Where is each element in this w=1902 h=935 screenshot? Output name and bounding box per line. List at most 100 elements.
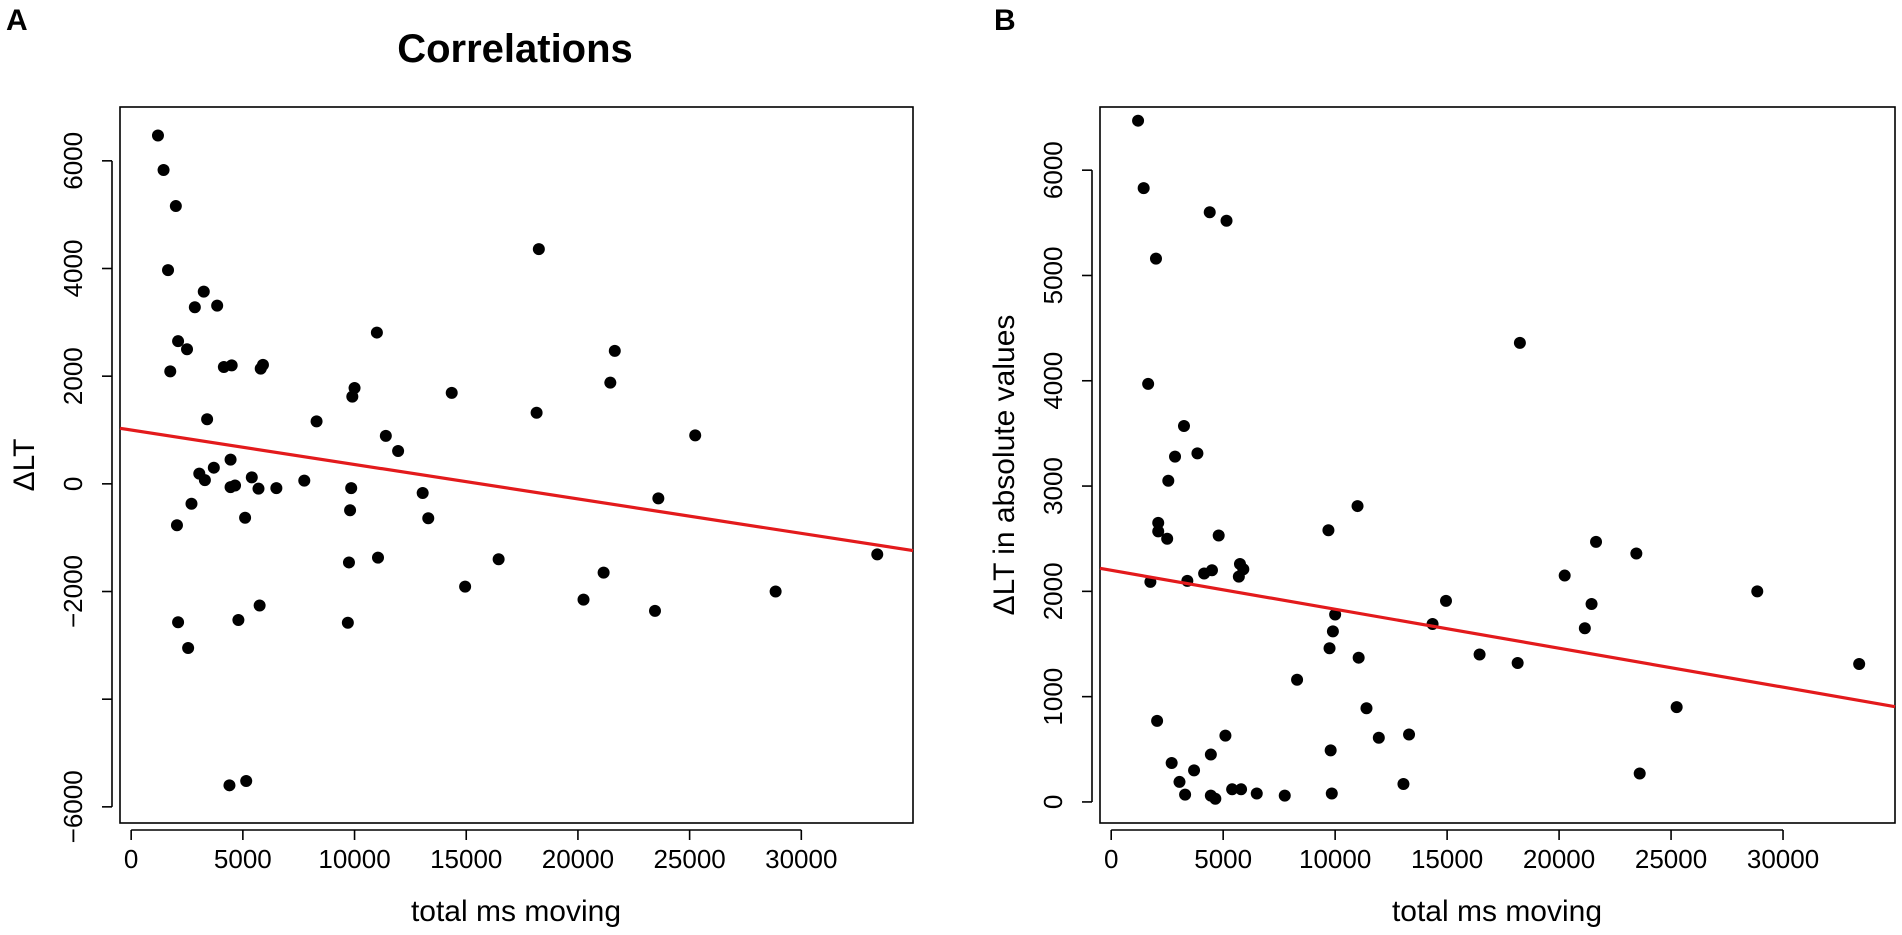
data-point (445, 386, 458, 399)
x-tick-label: 30000 (1747, 844, 1819, 874)
data-point (344, 504, 357, 517)
data-point (1220, 214, 1233, 227)
x-tick-label: 25000 (653, 844, 725, 874)
data-point (1278, 789, 1291, 802)
data-point (172, 335, 185, 348)
data-point (201, 413, 214, 426)
y-axis-a: −6000 −2000 0 2000 4000 6000 (58, 132, 113, 843)
data-point (310, 415, 323, 428)
data-point (1585, 597, 1598, 610)
data-point (1352, 651, 1365, 664)
data-point (1630, 547, 1643, 560)
data-point (769, 585, 782, 598)
y-tick-label: 4000 (58, 240, 88, 298)
x-tick-label: 30000 (765, 844, 837, 874)
data-point (1169, 450, 1182, 463)
y-tick-label: 1000 (1038, 668, 1068, 726)
data-point (1226, 783, 1239, 796)
data-point (1132, 114, 1145, 127)
panel-b-letter: B (994, 4, 1016, 37)
data-point (1188, 764, 1201, 777)
points-a (151, 129, 884, 792)
data-point (1513, 336, 1526, 349)
data-point (577, 593, 590, 606)
data-point (597, 566, 610, 579)
data-point (1151, 714, 1164, 727)
data-point (416, 486, 429, 499)
data-point (1322, 524, 1335, 537)
data-point (1152, 525, 1165, 538)
data-point (1558, 569, 1571, 582)
data-point (1173, 775, 1186, 788)
data-point (223, 779, 236, 792)
plot-frame-a (119, 106, 914, 824)
y-tick-label: 4000 (1038, 352, 1068, 410)
data-point (1237, 563, 1250, 576)
regression-line-a (119, 426, 914, 553)
data-point (197, 285, 210, 298)
data-point (1670, 701, 1683, 714)
x-tick-label: 10000 (318, 844, 390, 874)
y-axis-label-b: ΔLT in absolute values (988, 315, 1021, 616)
data-point (151, 129, 164, 142)
data-point (169, 200, 182, 213)
data-point (256, 358, 269, 371)
data-point (207, 461, 220, 474)
data-point (1204, 748, 1217, 761)
data-point (348, 382, 361, 395)
data-point (1203, 206, 1216, 219)
data-point (198, 474, 211, 487)
data-point (298, 474, 311, 487)
x-axis-a: 0 5000 10000 15000 20000 25000 30000 (124, 829, 837, 874)
data-point (1511, 656, 1524, 669)
data-point (392, 445, 405, 458)
data-point (532, 243, 545, 256)
y-tick-label: 2000 (58, 347, 88, 405)
data-point (1209, 792, 1222, 805)
data-point (1212, 529, 1225, 542)
data-point (1250, 787, 1263, 800)
data-point (1403, 728, 1416, 741)
data-point (229, 479, 242, 492)
data-point (252, 482, 265, 495)
data-point (172, 616, 185, 629)
data-point (1578, 622, 1591, 635)
data-point (1179, 788, 1192, 801)
data-point (164, 365, 177, 378)
x-axis-label-b: total ms moving (1392, 895, 1602, 928)
data-point (342, 556, 355, 569)
y-axis-label-a: ΔLT (8, 439, 41, 492)
x-tick-label: 25000 (1635, 844, 1707, 874)
data-point (492, 553, 505, 566)
data-point (648, 604, 661, 617)
data-point (232, 614, 245, 627)
panel-a: A Correlations 0 5000 10000 15000 20000 25000… (6, 4, 914, 928)
data-point (608, 344, 621, 357)
data-point (239, 511, 252, 524)
regression-line-b (1099, 566, 1896, 709)
data-point (1142, 377, 1155, 390)
data-point (459, 580, 472, 593)
data-point (652, 492, 665, 505)
panel-b: B 0 5000 10000 15000 20000 25000 30000 0 1000 20… (988, 4, 1896, 928)
y-tick-label: 0 (1038, 795, 1068, 809)
data-point (341, 616, 354, 629)
data-point (1473, 648, 1486, 661)
data-point (530, 406, 543, 419)
data-point (185, 497, 198, 510)
x-tick-label: 15000 (430, 844, 502, 874)
data-point (1397, 778, 1410, 791)
data-point (1149, 252, 1162, 265)
chart-title: Correlations (397, 27, 633, 71)
data-point (1439, 594, 1452, 607)
data-point (1751, 585, 1764, 598)
data-point (157, 163, 170, 176)
y-tick-label: 6000 (1038, 141, 1068, 199)
data-point (604, 376, 617, 389)
data-point (1633, 767, 1646, 780)
data-point (224, 453, 237, 466)
x-tick-label: 15000 (1411, 844, 1483, 874)
data-point (162, 264, 175, 277)
data-point (379, 429, 392, 442)
data-point (1219, 729, 1232, 742)
